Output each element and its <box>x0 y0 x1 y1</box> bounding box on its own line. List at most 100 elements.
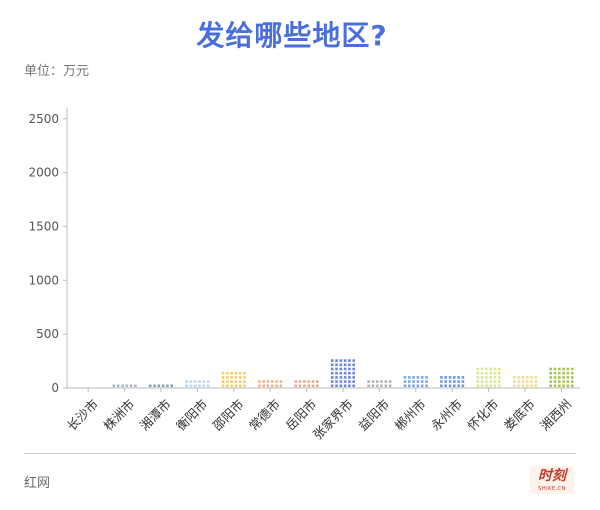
bar-dot <box>498 371 501 375</box>
bar <box>476 367 501 388</box>
bar-dot <box>348 384 351 388</box>
bar-dot <box>476 376 480 379</box>
chart-title: 发给哪些地区? <box>196 19 388 52</box>
bar-dot <box>498 376 501 379</box>
bar-dot <box>553 367 557 371</box>
bar-dot <box>493 376 497 379</box>
bar <box>148 384 173 388</box>
bar-dot <box>530 380 533 383</box>
bar-dot <box>112 384 116 388</box>
bar-dot <box>480 376 484 379</box>
bar <box>403 376 428 388</box>
y-tick-label: 2000 <box>28 166 59 180</box>
bar-dot <box>226 371 229 375</box>
bar-dot <box>444 380 447 383</box>
bar-dot <box>258 380 261 383</box>
bar-dot <box>343 384 347 388</box>
bar-dot <box>221 371 225 375</box>
bar-dot <box>339 376 343 379</box>
bar-dot <box>425 384 428 388</box>
bar-dot <box>371 384 375 388</box>
bar-dot <box>206 380 210 383</box>
bar-dot <box>279 380 283 383</box>
bar-dot <box>553 371 557 375</box>
bar-dot <box>294 384 298 388</box>
bar-dot <box>403 376 407 379</box>
bar-dot <box>189 384 193 388</box>
bar-dot <box>388 380 392 383</box>
bar-dot <box>352 380 355 383</box>
bar-dot <box>243 371 246 375</box>
bar-dot <box>549 380 552 383</box>
bar-dot <box>189 380 193 383</box>
bar-dot <box>489 371 492 375</box>
x-category-label: 湘潭市 <box>137 396 174 433</box>
bar-dot <box>311 384 315 388</box>
bar-dot <box>489 367 492 371</box>
bar-dot <box>517 376 520 379</box>
bar-dot <box>566 367 570 371</box>
logo-text: 时刻 <box>538 468 566 484</box>
bar-dot <box>202 384 206 388</box>
bar-dot <box>453 380 456 383</box>
bar-dot <box>330 367 334 371</box>
bar <box>185 380 210 388</box>
bar-dot <box>330 376 334 379</box>
bar-dot <box>476 384 480 388</box>
bar-dot <box>440 376 443 379</box>
bar-dot <box>134 384 137 388</box>
bar-dot <box>330 363 334 367</box>
bar-dot <box>262 380 265 383</box>
bar-dot <box>480 384 484 388</box>
bar-dot <box>243 380 246 383</box>
bar-dot <box>238 384 242 388</box>
bar-dot <box>570 384 574 388</box>
bar-dot <box>549 371 552 375</box>
bar-dot <box>384 384 388 388</box>
bar-dot <box>129 384 133 388</box>
bar-dot <box>234 384 238 388</box>
bar-dot <box>521 384 525 388</box>
bar <box>367 380 392 388</box>
bar-dot <box>335 363 338 367</box>
bar-dot <box>549 384 552 388</box>
bar-dot <box>513 376 516 379</box>
bar-dot <box>226 380 229 383</box>
bar-dot <box>193 384 197 388</box>
x-category-label: 永州市 <box>428 396 465 433</box>
bar-dot <box>444 376 447 379</box>
bar-dot <box>348 376 351 379</box>
bar-dot <box>330 380 334 383</box>
bar-dot <box>384 380 388 383</box>
bar-dot <box>343 367 347 371</box>
bar-dot <box>303 384 306 388</box>
bar-dot <box>461 376 465 379</box>
bar-dot <box>412 380 415 383</box>
bar-dot <box>352 376 355 379</box>
footer-divider <box>24 453 576 454</box>
bar-dot <box>549 367 552 371</box>
bar-dot <box>335 376 338 379</box>
bar-dot <box>553 380 557 383</box>
bar-dot <box>566 376 570 379</box>
bar-dot <box>493 367 497 371</box>
bar-dot <box>485 384 488 388</box>
bar-dot <box>457 384 460 388</box>
bar-dot <box>230 380 233 383</box>
bar-dot <box>330 371 334 375</box>
bar-dot <box>367 384 370 388</box>
bar-dot <box>461 384 465 388</box>
bar-dot <box>476 371 480 375</box>
bar-dot <box>343 363 347 367</box>
bar-dot <box>534 384 538 388</box>
bar-dot <box>352 367 355 371</box>
bar-dot <box>335 380 338 383</box>
bar-dot <box>558 376 561 379</box>
bar-dot <box>352 384 355 388</box>
bar-dot <box>161 384 165 388</box>
bar-dot <box>493 371 497 375</box>
bar-dot <box>525 384 529 388</box>
bar-dot <box>271 380 274 383</box>
bar-dot <box>339 359 343 362</box>
bar-dot <box>444 384 447 388</box>
